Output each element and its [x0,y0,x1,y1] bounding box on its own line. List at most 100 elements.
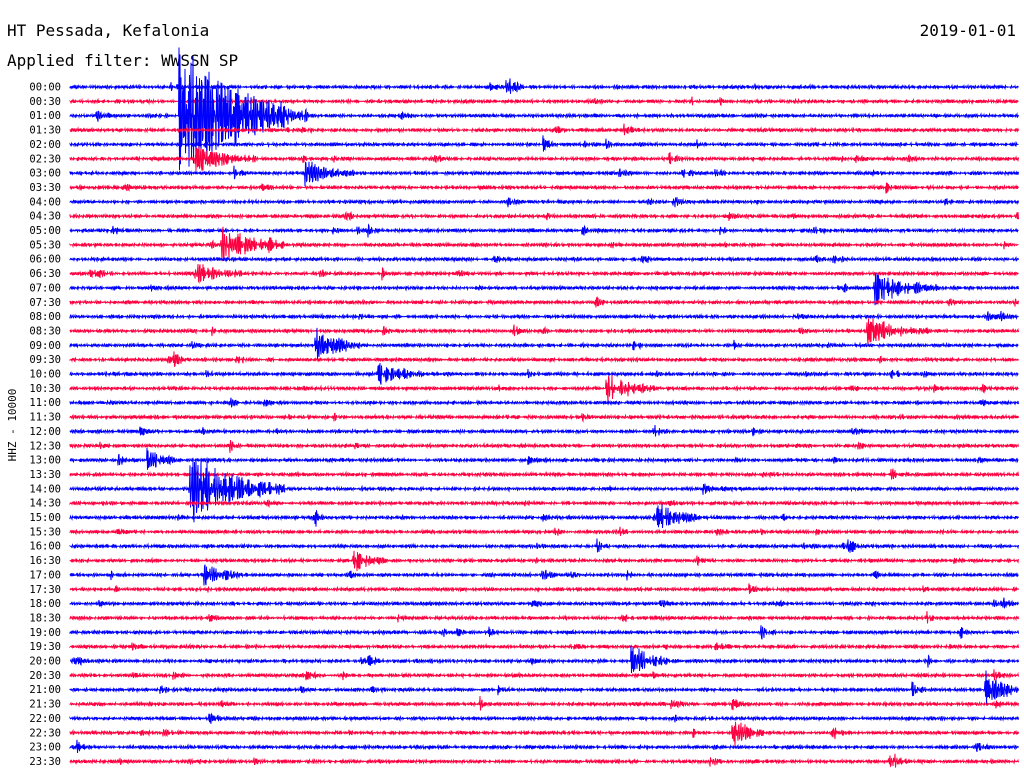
time-label: 23:00 [29,742,61,754]
trace-row [69,538,1019,553]
time-label: 01:30 [29,125,61,137]
trace-row [69,295,1019,308]
trace-row [69,440,1019,453]
trace-row [69,161,1019,187]
time-label: 13:00 [29,455,61,467]
time-label: 18:30 [29,612,61,624]
time-label: 06:00 [29,254,61,266]
trace-row [69,670,1019,706]
time-label: 22:00 [29,713,61,725]
time-label: 15:30 [29,526,61,538]
trace-row [69,374,1019,404]
trace-row [69,272,1019,306]
time-label: 07:00 [29,282,61,294]
time-label: 11:00 [29,397,61,409]
trace-row [69,210,1019,222]
time-labels: 00:00 00:30 01:00 01:30 02:00 02:30 03:00 03:30… [29,82,61,768]
trace-row [69,597,1019,609]
trace-row [69,625,1019,640]
time-label: 05:00 [29,225,61,237]
time-label: 08:00 [29,311,61,323]
time-label: 02:00 [29,139,61,151]
trace-row [69,310,1019,322]
time-label: 21:00 [29,684,61,696]
time-label: 19:30 [29,641,61,653]
trace-row [69,642,1019,651]
time-label: 12:00 [29,426,61,438]
time-label: 20:30 [29,670,61,682]
y-axis-label: HHZ - 10000 [6,389,19,462]
time-label: 16:30 [29,555,61,567]
time-label: 14:00 [29,483,61,495]
trace-row [69,468,1019,481]
trace-row [69,739,1019,754]
time-label: 06:30 [29,268,61,280]
time-label: 16:00 [29,541,61,553]
time-label: 03:30 [29,182,61,194]
trace-row [69,146,1019,171]
trace-row [69,753,1019,768]
time-label: 08:30 [29,325,61,337]
time-label: 23:30 [29,756,61,768]
trace-row [69,669,1019,681]
trace-row [69,226,1019,262]
time-label: 13:30 [29,469,61,481]
time-label: 11:30 [29,412,61,424]
trace-row [69,721,1019,747]
station-title: HT Pessada, Kefalonia [7,21,209,40]
trace-row [69,123,1019,136]
trace-row [69,447,1019,470]
trace-row [69,583,1019,594]
trace-row [69,504,1019,529]
time-label: 15:00 [29,512,61,524]
trace-row [69,424,1019,437]
date-label: 2019-01-01 [920,21,1016,40]
trace-row [69,397,1019,408]
time-label: 18:00 [29,598,61,610]
time-label: 07:30 [29,297,61,309]
time-label: 02:30 [29,153,61,165]
time-label: 10:00 [29,369,61,381]
trace-row [70,645,1019,674]
trace-row [69,78,1019,94]
time-label: 04:00 [29,196,61,208]
trace-row [69,135,1019,152]
time-label: 22:30 [29,727,61,739]
trace-row [69,526,1019,536]
trace-row [69,182,1019,194]
trace-row [69,47,1019,171]
time-label: 10:30 [29,383,61,395]
time-label: 17:30 [29,584,61,596]
time-label: 05:30 [29,239,61,251]
trace-row [69,564,1019,586]
trace-row [69,263,1019,284]
time-label: 01:00 [29,110,61,122]
trace-row [69,550,1019,572]
time-label: 03:00 [29,168,61,180]
time-label: 00:30 [29,96,61,108]
time-label: 04:30 [29,211,61,223]
filter-label: Applied filter: WWSSN SP [7,51,238,70]
trace-row [69,695,1019,711]
time-label: 00:00 [29,82,61,94]
trace-row [69,196,1019,208]
trace-row [69,611,1019,624]
trace-row [69,318,1019,347]
time-label: 21:30 [29,699,61,711]
time-label: 09:00 [29,340,61,352]
trace-row [69,363,1019,385]
trace-row [69,412,1019,423]
time-label: 12:30 [29,440,61,452]
trace-row [69,457,1019,523]
trace-row [69,223,1019,238]
time-label: 09:30 [29,354,61,366]
time-label: 19:00 [29,627,61,639]
trace-row [69,499,1019,509]
traces [69,47,1019,768]
time-label: 14:30 [29,498,61,510]
trace-row [69,327,1019,360]
trace-row [69,712,1019,724]
trace-row [69,254,1019,264]
trace-row [69,351,1019,368]
